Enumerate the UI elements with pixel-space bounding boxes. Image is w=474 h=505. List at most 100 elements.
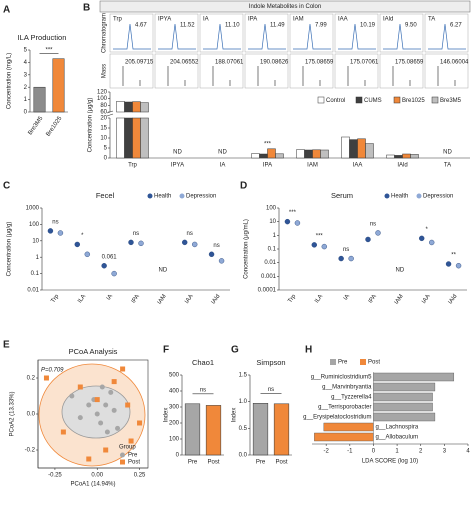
chromatogram-trace (203, 23, 241, 50)
legend-swatch (360, 359, 366, 365)
y-tick-label: 80 (100, 103, 107, 109)
mass-value: 204.06552 (170, 60, 199, 66)
legend-marker (147, 193, 153, 199)
y-tick-label: 0 (176, 453, 180, 459)
chromatogram-trace (428, 23, 466, 50)
y-tick-label: 60 (100, 110, 107, 116)
category-label: g__Ruminiclostridium5 (311, 375, 372, 381)
mass-cell (379, 53, 424, 89)
panel-letter: C (3, 181, 10, 192)
point (125, 402, 131, 408)
panel-letter: H (305, 345, 312, 356)
bar (312, 149, 321, 159)
y-tick-label: 0.01 (27, 288, 39, 294)
mean-point (338, 255, 344, 262)
bar-upper (116, 101, 125, 113)
y-tick-label: 500 (169, 373, 180, 379)
point (128, 438, 134, 444)
peak-name: TA (428, 17, 435, 23)
legend-swatch (317, 96, 325, 104)
panel-letter: B (83, 3, 90, 14)
y-tick-label: 1 (36, 255, 40, 261)
panel-letter: A (3, 5, 10, 16)
y-axis-label: Index (164, 408, 170, 423)
bar-upper (124, 101, 133, 113)
y-tick-label: 1.0 (239, 399, 248, 405)
bar (410, 154, 419, 159)
retention-time: 11.49 (270, 23, 285, 29)
x-tick-label: IPYA (171, 163, 184, 169)
annotation: *** (289, 210, 297, 216)
x-tick-label: ILA (314, 294, 324, 305)
annotation: 0.061 (102, 254, 118, 260)
panel-letter: F (163, 345, 169, 356)
retention-time: 10.19 (360, 23, 376, 29)
legend-marker (120, 459, 125, 465)
legend-label: Depression (423, 194, 453, 200)
bar (320, 149, 329, 159)
x-tick-label: IPA (368, 294, 378, 305)
legend-label: Post (368, 360, 380, 366)
x-tick-label: Post (207, 460, 219, 466)
annotation: P=0.709 (41, 368, 64, 374)
bar (314, 432, 374, 442)
retention-time: 7.99 (315, 23, 327, 29)
point (120, 366, 126, 372)
legend-label: Health (391, 194, 408, 200)
bar (275, 153, 284, 159)
chart-title: Chao1 (192, 358, 214, 367)
mass-cell (154, 53, 199, 89)
y-tick-label: 1000 (26, 206, 40, 212)
bar (349, 139, 358, 159)
chart-title: Indole Metabolites in Colon (249, 4, 321, 10)
y-tick-label: 0.1 (268, 247, 277, 253)
mean-point (84, 251, 90, 258)
bar (373, 412, 436, 422)
x-tick-label: 2 (419, 449, 423, 455)
bar (394, 155, 403, 159)
panel-letter: D (240, 181, 247, 192)
legend-label: Control (326, 98, 345, 104)
chromatogram-cell (244, 13, 289, 53)
legend-swatch (431, 96, 439, 104)
mean-point (321, 243, 327, 250)
y-axis-label: Concentration (mg/L) (7, 53, 13, 109)
annotation: ns (187, 231, 193, 237)
x-tick-label: 0 (372, 449, 376, 455)
annotation: ND (443, 150, 452, 156)
bar (205, 405, 222, 456)
legend-label: Post (128, 460, 140, 466)
legend-label: Pre (128, 453, 138, 459)
y-tick-label: 0.1 (31, 271, 40, 277)
y-axis-label: Concentration (μg/mL) (244, 219, 250, 279)
x-tick-label: Post (275, 460, 287, 466)
bar (373, 402, 433, 412)
x-tick-label: IAM (157, 294, 168, 306)
y-tick-label: 120 (97, 90, 108, 96)
legend-label: Health (154, 194, 171, 200)
annotation: *** (316, 233, 324, 239)
mean-point (455, 262, 462, 269)
annotation: * (426, 227, 429, 233)
x-tick-label: 1 (395, 449, 399, 455)
peak-name: IPA (248, 17, 257, 23)
point (99, 384, 105, 390)
x-tick-label: IAld (448, 294, 459, 306)
row-label: Chromatogram (102, 13, 108, 53)
peak-name: IAld (383, 17, 393, 23)
x-tick-label: IPA (131, 294, 141, 305)
chromatogram-cell (109, 13, 154, 53)
chromatogram-cell (334, 13, 379, 53)
x-tick-label: -1 (347, 449, 353, 455)
mass-cell (334, 53, 379, 89)
point (103, 402, 109, 408)
y-tick-label: 100 (266, 206, 277, 212)
mass-cell (199, 53, 244, 89)
annotation: * (81, 233, 84, 239)
significance-label: ns (268, 387, 274, 393)
point (94, 411, 100, 417)
peak-name: Trp (113, 17, 122, 23)
mean-point (47, 228, 54, 234)
y-tick-label: 0.01 (264, 260, 276, 266)
y-tick-label: 0 (104, 156, 108, 162)
